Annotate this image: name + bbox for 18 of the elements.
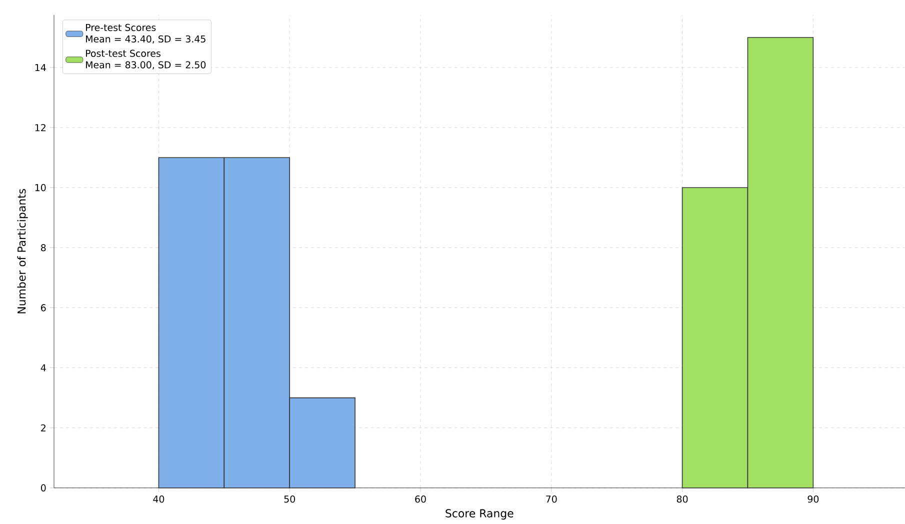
x-tick-label: 50 — [284, 496, 295, 503]
y-tick-label: 12 — [35, 124, 46, 132]
y-axis-title: Number of Participants — [17, 189, 28, 314]
y-tick-label: 10 — [35, 184, 46, 192]
legend-label: Post-test Scores Mean = 83.00, SD = 2.50 — [86, 50, 206, 70]
y-tick-label: 8 — [41, 244, 46, 252]
x-tick-label: 80 — [676, 496, 688, 503]
x-tick-label: 90 — [808, 496, 819, 503]
x-tick-label: 60 — [415, 496, 426, 503]
x-tick-label: 40 — [153, 496, 164, 503]
y-tick-label: 14 — [35, 64, 46, 72]
y-tick-label: 0 — [41, 484, 46, 492]
x-axis-title: Score Range — [446, 509, 514, 520]
y-tick-label: 4 — [40, 364, 46, 372]
legend-label: Pre-test Scores Mean = 43.40, SD = 3.45 — [86, 24, 206, 44]
x-tick-label: 70 — [546, 496, 557, 503]
y-tick-label: 2 — [41, 424, 46, 432]
y-tick-label: 6 — [41, 304, 46, 312]
